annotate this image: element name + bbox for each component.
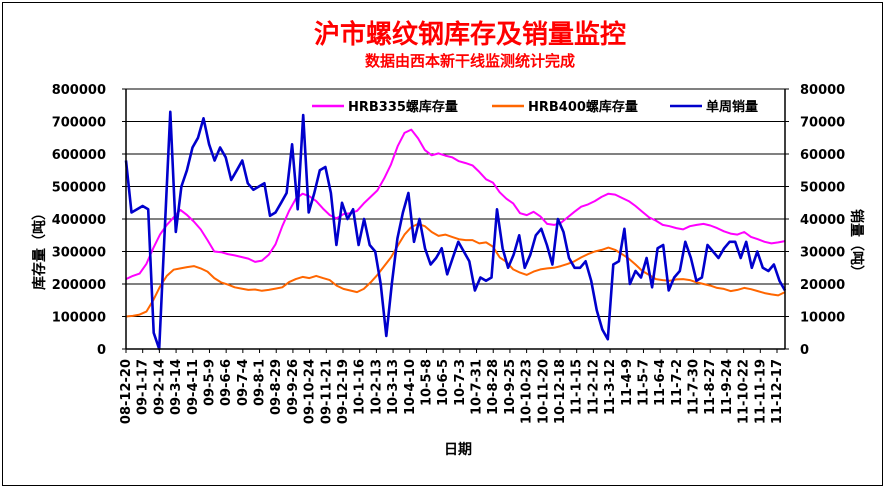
y-left-tick-label: 700000 xyxy=(52,116,106,131)
y-left-tick-label: 600000 xyxy=(52,148,106,163)
y-right-tick-label: 20000 xyxy=(800,278,845,293)
x-tick-label: 09-6-6 xyxy=(219,359,234,406)
x-axis-title: 日期 xyxy=(444,442,472,458)
x-tick-label: 09-10-24 xyxy=(303,359,318,424)
y-right-tick-label: 0 xyxy=(800,343,809,358)
x-tick-label: 11-12-17 xyxy=(770,359,785,424)
x-tick-label: 11-2-12 xyxy=(586,359,601,415)
x-tick-label: 09-5-9 xyxy=(202,359,217,406)
x-tick-label: 10-5-8 xyxy=(419,359,434,406)
series-layer xyxy=(124,110,787,351)
x-tick-label: 11-3-12 xyxy=(603,359,618,415)
x-tick-label: 11-7-2 xyxy=(670,359,685,406)
x-tick-label: 11-1-15 xyxy=(570,359,585,415)
x-tick-label: 11-6-4 xyxy=(653,359,668,406)
y-left-tick-label: 800000 xyxy=(52,83,106,98)
x-tick-label: 10-4-10 xyxy=(403,359,418,415)
x-tick-label: 09-8-1 xyxy=(253,359,268,406)
x-tick-label: 09-2-14 xyxy=(152,359,167,415)
x-tick-label: 10-3-13 xyxy=(386,359,401,415)
series-line-0 xyxy=(125,128,786,281)
x-tick-label: 11-11-19 xyxy=(753,359,768,424)
legend-label: HRB400螺库存量 xyxy=(528,99,638,115)
axis-layer: 0 0 100000 10000 200000 20000 300000 30000 40000… xyxy=(52,83,846,424)
legend-label: 单周销量 xyxy=(706,99,758,115)
x-tick-label: 11-4-9 xyxy=(620,359,635,406)
x-tick-label: 09-8-29 xyxy=(269,359,284,415)
x-tick-label: 08-12-20 xyxy=(119,359,134,424)
x-tick-label: 11-7-30 xyxy=(687,359,702,415)
y-right-tick-label: 70000 xyxy=(800,116,845,131)
y-left-tick-label: 300000 xyxy=(52,246,106,261)
y-left-tick-label: 400000 xyxy=(52,213,106,228)
x-tick-label: 10-6-5 xyxy=(436,359,451,406)
x-tick-label: 11-9-24 xyxy=(720,359,735,415)
x-tick-label: 10-7-31 xyxy=(470,359,485,415)
y-right-tick-label: 60000 xyxy=(800,148,845,163)
y-right-tick-label: 80000 xyxy=(800,83,845,98)
x-tick-label: 09-3-14 xyxy=(169,359,184,415)
x-tick-label: 10-2-13 xyxy=(369,359,384,415)
y-left-tick-label: 100000 xyxy=(52,311,106,326)
series-line-1 xyxy=(125,222,786,318)
x-tick-label: 10-7-3 xyxy=(453,359,468,406)
x-tick-label: 09-7-4 xyxy=(236,359,251,406)
x-tick-label: 11-5-7 xyxy=(636,359,651,406)
x-tick-label: 10-12-18 xyxy=(553,359,568,424)
y-left-tick-label: 0 xyxy=(97,343,106,358)
y-left-axis-title: 库存量（吨） xyxy=(31,206,48,290)
y-right-tick-label: 10000 xyxy=(800,311,845,326)
series-line-2 xyxy=(124,110,787,351)
x-tick-label: 10-10-23 xyxy=(520,359,535,424)
chart-title: 沪市螺纹钢库存及销量监控 xyxy=(314,19,626,50)
y-left-tick-label: 500000 xyxy=(52,181,106,196)
y-right-tick-label: 30000 xyxy=(800,246,845,261)
x-tick-label: 10-9-25 xyxy=(503,359,518,415)
x-tick-label: 09-9-26 xyxy=(286,359,301,415)
x-tick-label: 11-10-22 xyxy=(737,359,752,424)
chart-subtitle: 数据由西本新干线监测统计完成 xyxy=(365,52,575,70)
x-tick-label: 10-11-20 xyxy=(536,359,551,424)
x-tick-label: 11-8-27 xyxy=(703,359,718,415)
legend-label: HRB335螺库存量 xyxy=(348,99,458,115)
x-tick-label: 09-4-11 xyxy=(186,359,201,415)
x-tick-label: 09-1-17 xyxy=(136,359,151,415)
x-tick-label: 10-1-16 xyxy=(353,359,368,415)
x-tick-label: 10-8-28 xyxy=(486,359,501,415)
legend: HRB335螺库存量 HRB400螺库存量 单周销量 xyxy=(312,99,758,115)
grid-layer xyxy=(126,88,785,317)
x-tick-label: 09-11-21 xyxy=(319,359,334,424)
x-tick-label: 09-12-19 xyxy=(336,359,351,424)
y-right-axis-title: 销量（吨） xyxy=(848,209,865,279)
y-right-tick-label: 50000 xyxy=(800,181,845,196)
y-left-tick-label: 200000 xyxy=(52,278,106,293)
y-right-tick-label: 40000 xyxy=(800,213,845,228)
